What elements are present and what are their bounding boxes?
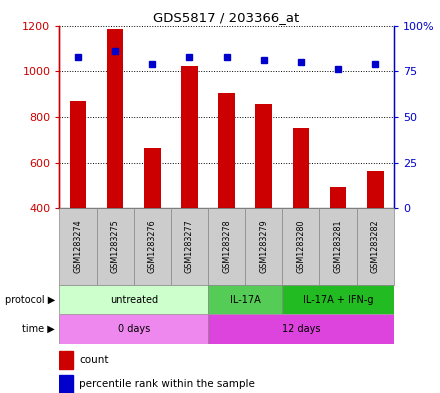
Bar xyxy=(181,66,198,208)
Text: GSM1283282: GSM1283282 xyxy=(371,220,380,274)
Bar xyxy=(255,105,272,208)
Bar xyxy=(319,208,357,285)
Bar xyxy=(59,351,73,369)
Bar xyxy=(282,285,394,314)
Text: time ▶: time ▶ xyxy=(22,324,55,334)
Bar xyxy=(208,208,245,285)
Bar xyxy=(171,208,208,285)
Text: GSM1283278: GSM1283278 xyxy=(222,220,231,274)
Text: GSM1283274: GSM1283274 xyxy=(73,220,82,274)
Bar xyxy=(293,129,309,208)
Bar xyxy=(330,187,346,208)
Text: 0 days: 0 days xyxy=(117,324,150,334)
Bar xyxy=(208,285,282,314)
Bar xyxy=(96,208,134,285)
Text: GSM1283280: GSM1283280 xyxy=(297,220,305,274)
Bar xyxy=(367,171,384,208)
Bar xyxy=(59,208,96,285)
Text: GSM1283275: GSM1283275 xyxy=(110,220,120,274)
Title: GDS5817 / 203366_at: GDS5817 / 203366_at xyxy=(154,11,300,24)
Bar xyxy=(59,375,73,393)
Bar xyxy=(144,148,161,208)
Text: GSM1283279: GSM1283279 xyxy=(259,220,268,274)
Bar xyxy=(59,314,208,344)
Bar xyxy=(357,208,394,285)
Bar xyxy=(245,208,282,285)
Bar xyxy=(59,285,208,314)
Text: GSM1283281: GSM1283281 xyxy=(334,220,343,274)
Text: percentile rank within the sample: percentile rank within the sample xyxy=(80,378,255,389)
Bar xyxy=(282,208,319,285)
Text: GSM1283277: GSM1283277 xyxy=(185,220,194,274)
Text: count: count xyxy=(80,355,109,365)
Text: IL-17A: IL-17A xyxy=(230,295,260,305)
Bar xyxy=(107,29,124,208)
Bar xyxy=(208,314,394,344)
Text: protocol ▶: protocol ▶ xyxy=(5,295,55,305)
Bar xyxy=(134,208,171,285)
Bar xyxy=(70,101,86,208)
Text: 12 days: 12 days xyxy=(282,324,320,334)
Text: IL-17A + IFN-g: IL-17A + IFN-g xyxy=(303,295,373,305)
Text: untreated: untreated xyxy=(110,295,158,305)
Bar xyxy=(218,93,235,208)
Text: GSM1283276: GSM1283276 xyxy=(148,220,157,274)
